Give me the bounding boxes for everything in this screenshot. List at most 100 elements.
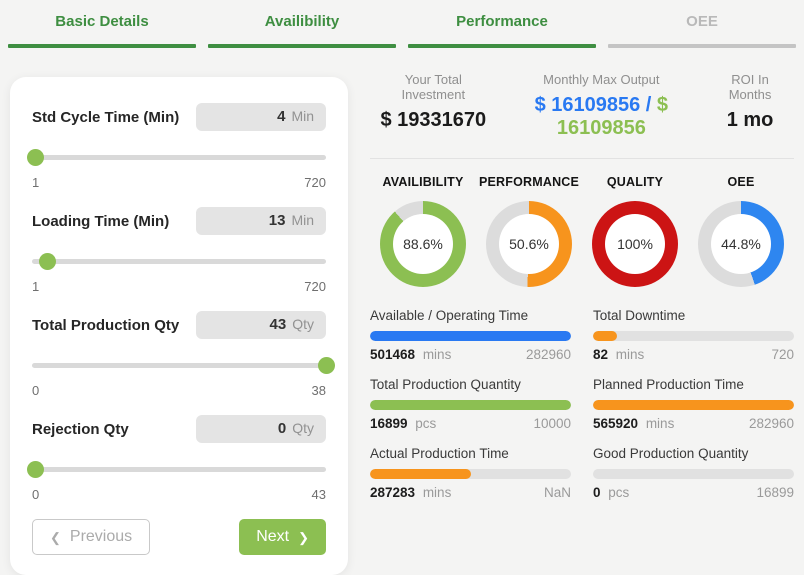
gauge: OEE 44.8% [688,175,794,287]
slider-min: 1 [32,175,40,190]
metric-max: 16899 [756,485,794,500]
divider [370,158,794,159]
field-value-input[interactable]: 4 Min [196,103,326,131]
metric: Good Production Quantity 0 pcs 16899 [593,446,794,500]
metric-value: 16899 [370,416,408,431]
tab-availibility[interactable]: Availibility [208,0,396,48]
summary-row: Your Total Investment $ 19331670 Monthly… [368,72,796,140]
field-unit: Qty [292,316,314,332]
metric-value: 0 [593,485,601,500]
metric-label: Available / Operating Time [370,308,529,323]
field-slider[interactable] [32,253,326,271]
field-label: Rejection Qty [32,420,129,438]
step-tabs: Basic Details Availibility Performance O… [0,0,804,48]
field-slider[interactable] [26,461,326,479]
next-button-label: Next [256,528,290,545]
field-label: Std Cycle Time (Min) [32,108,180,126]
slider-thumb[interactable] [318,357,335,374]
field-value: 0 [277,420,287,437]
metric: Actual Production Time 287283 mins NaN [370,446,571,500]
slider-max: 720 [304,279,326,294]
donut-chart: 100% [592,201,678,287]
monthly-output-separator: / [640,94,657,116]
metric-bar-fill [593,331,618,341]
total-investment-value: $ 19331670 [380,109,487,131]
previous-button[interactable]: ❮ Previous [32,519,151,555]
results-panel: Your Total Investment $ 19331670 Monthly… [348,48,804,500]
metric-value: 501468 [370,347,416,362]
tab-underline [408,44,596,48]
metric-max: 282960 [525,347,571,362]
gauge: PERFORMANCE 50.6% [476,175,582,287]
metric-bar [370,400,571,410]
metric-bar [593,469,794,479]
roi-value: 1 mo [726,109,774,131]
slider-min: 0 [32,487,40,502]
total-investment: Your Total Investment $ 19331670 [374,72,493,140]
gauge-percent: 44.8% [721,236,761,252]
metric-value: 82 [593,347,609,362]
tab-performance[interactable]: Performance [408,0,596,48]
field-group: Std Cycle Time (Min) 4 Min 1 720 [26,103,326,190]
gauge-percent: 88.6% [403,236,443,252]
slider-max: 720 [304,175,326,190]
field-group: Rejection Qty 0 Qty 0 43 [26,415,326,502]
tab-basic-details[interactable]: Basic Details [8,0,196,48]
monthly-output-max: $ 16109856 [556,94,669,139]
field-value: 4 [277,108,286,125]
slider-track [32,467,326,472]
monthly-max-output: Monthly Max Output $ 16109856 / $ 161098… [493,72,710,140]
gauge-title: OEE [727,175,755,189]
tab-oee[interactable]: OEE [608,0,796,48]
gauge-percent: 50.6% [509,236,549,252]
monthly-output-current: $ 16109856 [534,94,641,116]
slider-track [32,363,326,368]
metric-max: NaN [543,485,571,500]
metric-label: Planned Production Time [593,377,744,392]
metric-value: 287283 [370,485,416,500]
metrics-grid: Available / Operating Time 501468 mins 2… [368,308,796,500]
metric-unit: mins [419,485,452,500]
gauge-row: AVAILIBILITY 88.6% PERFORMANCE 50.6% QUA… [368,175,796,287]
metric-unit: mins [419,347,452,362]
field-value-input[interactable]: 0 Qty [196,415,326,443]
total-investment-label: Your Total Investment [401,72,466,102]
gauge: AVAILIBILITY 88.6% [370,175,476,287]
metric-label: Total Downtime [593,308,686,323]
metric-unit: mins [642,416,675,431]
tab-label: Performance [456,13,548,30]
metric: Total Production Quantity 16899 pcs 1000… [370,377,571,431]
tab-underline [208,44,396,48]
slider-thumb[interactable] [26,149,44,166]
metric: Planned Production Time 565920 mins 2829… [593,377,794,431]
slider-thumb[interactable] [38,253,56,270]
field-label: Total Production Qty [32,316,180,334]
gauge-percent: 100% [617,236,653,252]
donut-chart: 44.8% [698,201,784,287]
tab-label: Availibility [264,13,340,30]
field-value: 13 [268,212,286,229]
metric-bar-fill [370,331,571,341]
gauge-title: AVAILIBILITY [382,175,464,189]
metric-value: 565920 [593,416,639,431]
slider-track [32,155,326,160]
slider-thumb[interactable] [26,461,44,478]
metric: Total Downtime 82 mins 720 [593,308,794,362]
metric-bar [593,400,794,410]
tab-underline [8,44,196,48]
roi-label: ROI In Months [728,72,772,102]
field-slider[interactable] [26,149,326,167]
metric-label: Total Production Quantity [370,377,521,392]
field-value-input[interactable]: 43 Qty [196,311,326,339]
previous-button-label: Previous [69,528,133,545]
metric-max: 720 [771,347,794,362]
field-value: 43 [269,316,287,333]
field-unit: Min [291,108,314,124]
field-value-input[interactable]: 13 Min [196,207,326,235]
next-button[interactable]: Next ❯ [239,519,326,555]
metric-bar-fill [593,400,794,410]
metric-label: Good Production Quantity [593,446,749,461]
field-slider[interactable] [32,357,335,375]
field-group: Total Production Qty 43 Qty 0 38 [32,311,335,398]
metric-bar-fill [370,400,571,410]
